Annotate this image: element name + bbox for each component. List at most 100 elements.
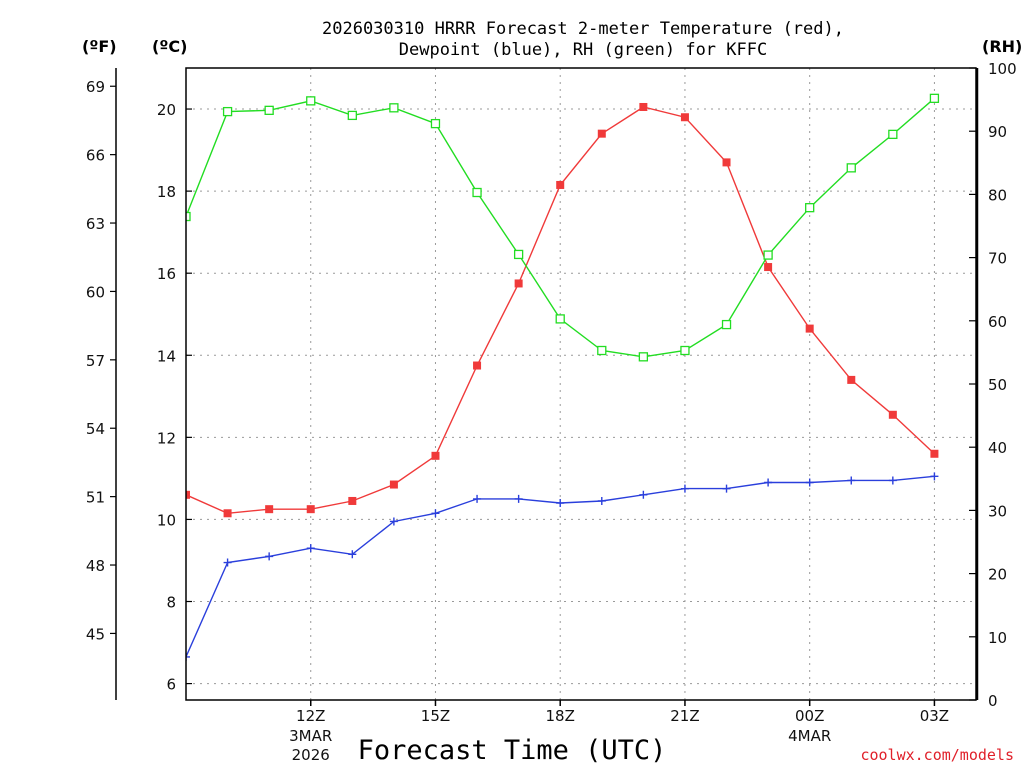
x-tick-year-label: 2026: [292, 746, 330, 764]
rh-point: [888, 129, 898, 140]
rh-point: [638, 352, 649, 362]
rh-tick-label: 40: [988, 439, 1007, 457]
series-temperature: [186, 102, 939, 518]
dewpoint-point: [764, 478, 773, 487]
dewpoint-point: [389, 517, 398, 526]
temperature-point: [930, 449, 939, 458]
fahrenheit-tick-label: 51: [86, 489, 105, 507]
x-tick-date-label: 4MAR: [788, 727, 831, 745]
celsius-tick-label: 14: [157, 347, 176, 365]
x-tick-label: 21Z: [670, 707, 699, 725]
temperature-point: [888, 410, 897, 419]
temperature-point: [556, 180, 565, 189]
fahrenheit-tick-label: 54: [86, 420, 105, 438]
series-rh: [186, 93, 940, 362]
rh-point: [929, 93, 940, 103]
rh-point: [805, 203, 815, 213]
temperature-point: [847, 375, 856, 384]
grid-lines: [186, 68, 976, 700]
rh-tick-label: 30: [988, 502, 1007, 520]
temperature-point: [473, 361, 482, 370]
rh-point: [513, 249, 524, 260]
series-dewpoint: [186, 472, 939, 661]
rh-tick-label: 90: [988, 123, 1007, 141]
x-tick-label: 12Z: [296, 707, 325, 725]
temperature-point: [680, 113, 689, 122]
fahrenheit-tick-label: 48: [86, 557, 105, 575]
temperature-point: [722, 158, 731, 167]
data-series: [186, 93, 940, 661]
celsius-tick-label: 6: [166, 676, 176, 694]
dewpoint-point: [888, 476, 897, 485]
temperature-point: [186, 490, 190, 499]
temperature-point: [223, 509, 232, 518]
fahrenheit-tick-label: 63: [86, 215, 105, 233]
temperature-point: [639, 102, 648, 111]
rh-point: [347, 110, 357, 121]
rh-point: [430, 118, 441, 129]
fahrenheit-tick-label: 57: [86, 352, 105, 370]
temperature-point: [265, 505, 274, 514]
celsius-tick-label: 10: [157, 511, 176, 529]
temperature-point: [597, 129, 606, 138]
celsius-tick-label: 18: [157, 183, 176, 201]
dewpoint-point: [597, 496, 606, 505]
rh-point: [555, 314, 565, 324]
temperature-point: [431, 451, 440, 460]
x-tick-date-label: 3MAR: [289, 727, 332, 745]
fahrenheit-tick-label: 69: [86, 78, 105, 96]
fahrenheit-unit-label: (ºF): [82, 37, 117, 56]
x-tick-label: 18Z: [546, 707, 575, 725]
rh-point: [680, 345, 690, 356]
dewpoint-point: [186, 652, 190, 661]
temperature-point: [306, 505, 315, 514]
dewpoint-point: [306, 544, 315, 553]
rh-tick-label: 70: [988, 250, 1007, 268]
rh-unit-label: (RH): [982, 37, 1022, 56]
dewpoint-point: [348, 550, 357, 559]
rh-tick-label: 60: [988, 313, 1007, 331]
rh-tick-label: 20: [988, 566, 1007, 584]
rh-tick-label: 0: [988, 692, 998, 710]
rh-tick-label: 10: [988, 629, 1007, 647]
rh-point: [721, 319, 732, 330]
dewpoint-point: [514, 494, 523, 503]
temperature-point: [805, 324, 814, 333]
temperature-point: [764, 263, 773, 272]
dewpoint-point: [265, 552, 274, 561]
celsius-tick-label: 8: [166, 594, 176, 612]
rh-tick-label: 100: [988, 60, 1017, 78]
x-tick-label: 03Z: [920, 707, 949, 725]
rh-point: [186, 211, 191, 222]
celsius-tick-label: 16: [157, 265, 176, 283]
rh-point: [222, 106, 233, 117]
celsius-tick-label: 20: [157, 101, 176, 119]
temperature-point: [389, 480, 398, 489]
dewpoint-point: [930, 472, 939, 481]
dewpoint-point: [639, 490, 648, 499]
dewpoint-point: [722, 484, 731, 493]
x-tick-label: 15Z: [421, 707, 450, 725]
dewpoint-point: [431, 509, 440, 518]
rh-tick-label: 50: [988, 376, 1007, 394]
x-axis-label: Forecast Time (UTC): [358, 735, 667, 766]
temperature-point: [514, 279, 523, 288]
rh-point: [846, 163, 856, 173]
rh-point: [264, 105, 274, 115]
temperature-point: [348, 496, 357, 505]
rh-point: [306, 96, 316, 106]
dewpoint-point: [473, 494, 482, 503]
dewpoint-point: [556, 499, 565, 508]
dewpoint-point: [223, 558, 232, 567]
fahrenheit-tick-label: 60: [86, 283, 105, 301]
credit-text: coolwx.com/models: [860, 746, 1014, 764]
dewpoint-point: [680, 484, 689, 493]
rh-point: [597, 345, 607, 356]
chart-title-line-1: 2026030310 HRRR Forecast 2-meter Tempera…: [322, 19, 844, 39]
dewpoint-point: [847, 476, 856, 485]
x-tick-label: 00Z: [795, 707, 824, 725]
fahrenheit-tick-label: 66: [86, 147, 105, 165]
celsius-tick-label: 12: [157, 429, 176, 447]
